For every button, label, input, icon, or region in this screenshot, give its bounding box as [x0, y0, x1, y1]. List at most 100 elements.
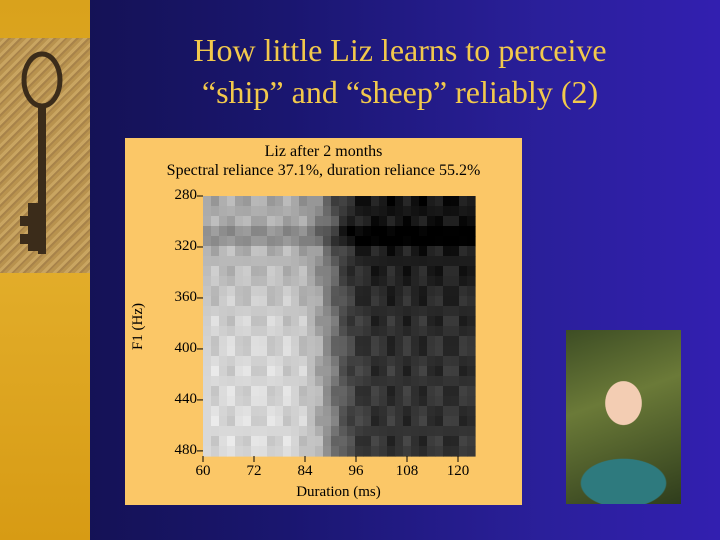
heatmap-cell — [227, 306, 236, 317]
heatmap-cell — [379, 426, 388, 437]
heatmap-cell — [363, 406, 372, 417]
heatmap-cell — [267, 226, 276, 237]
heatmap-cell — [467, 296, 476, 307]
heatmap-cell — [211, 426, 220, 437]
heatmap-cell — [235, 256, 244, 267]
heatmap-cell — [427, 306, 436, 317]
heatmap-cell — [275, 386, 284, 397]
heatmap-cell — [219, 286, 228, 297]
heatmap-cell — [443, 196, 452, 207]
heatmap-cell — [259, 276, 268, 287]
heatmap-cell — [467, 356, 476, 367]
heatmap-cell — [387, 446, 396, 457]
heatmap-cell — [379, 356, 388, 367]
heatmap-cell — [203, 266, 212, 277]
heatmap-cell — [315, 296, 324, 307]
heatmap-cell — [251, 346, 260, 357]
heatmap-cell — [411, 426, 420, 437]
heatmap-cell — [379, 266, 388, 277]
heatmap-cell — [331, 446, 340, 457]
heatmap-cell — [307, 416, 316, 427]
heatmap-cell — [267, 286, 276, 297]
heatmap-cell — [251, 216, 260, 227]
heatmap-cell — [211, 366, 220, 377]
heatmap-cell — [307, 216, 316, 227]
heatmap-cell — [387, 256, 396, 267]
heatmap-cell — [307, 236, 316, 247]
heatmap-cell — [211, 296, 220, 307]
heatmap-cell — [459, 416, 468, 427]
heatmap-cell — [427, 196, 436, 207]
heatmap-cell — [283, 256, 292, 267]
heatmap-cell — [419, 246, 428, 257]
heatmap-cell — [403, 286, 412, 297]
heatmap-cell — [283, 376, 292, 387]
heatmap-cell — [451, 406, 460, 417]
heatmap-cell — [203, 436, 212, 447]
heatmap-cell — [467, 236, 476, 247]
heatmap-cell — [315, 256, 324, 267]
heatmap-cell — [467, 266, 476, 277]
heatmap-cell — [451, 346, 460, 357]
heatmap-cell — [387, 296, 396, 307]
heatmap-cell — [251, 286, 260, 297]
heatmap-cell — [419, 386, 428, 397]
heatmap-cell — [323, 406, 332, 417]
heatmap-cell — [443, 276, 452, 287]
heatmap-cell — [211, 286, 220, 297]
heatmap-cell — [443, 436, 452, 447]
heatmap-cell — [403, 386, 412, 397]
heatmap-cell — [315, 236, 324, 247]
heatmap-cell — [451, 316, 460, 327]
heatmap-cell — [275, 216, 284, 227]
heatmap-cell — [427, 286, 436, 297]
heatmap-cell — [323, 426, 332, 437]
heatmap-cell — [315, 436, 324, 447]
heatmap-cell — [315, 326, 324, 337]
x-tick-label: 120 — [446, 463, 470, 479]
heatmap-cell — [211, 306, 220, 317]
heatmap-cell — [299, 326, 308, 337]
heatmap-cell — [267, 196, 276, 207]
heatmap-cell — [251, 386, 260, 397]
heatmap-cell — [403, 396, 412, 407]
heatmap-cell — [363, 216, 372, 227]
heatmap-cell — [451, 366, 460, 377]
heatmap-cell — [283, 286, 292, 297]
heatmap-cell — [275, 316, 284, 327]
heatmap-cell — [443, 216, 452, 227]
heatmap-cell — [435, 356, 444, 367]
heatmap-cell — [259, 346, 268, 357]
heatmap-cell — [331, 346, 340, 357]
heatmap-cell — [443, 306, 452, 317]
heatmap-cell — [347, 446, 356, 457]
heatmap-cell — [291, 416, 300, 427]
heatmap-cell — [299, 286, 308, 297]
heatmap-cell — [379, 326, 388, 337]
heatmap-cell — [435, 446, 444, 457]
heatmap-cell — [347, 356, 356, 367]
heatmap-cell — [219, 196, 228, 207]
heatmap-cell — [451, 356, 460, 367]
heatmap-cell — [451, 206, 460, 217]
heatmap-cell — [203, 206, 212, 217]
heatmap-cell — [363, 336, 372, 347]
heatmap-cell — [251, 226, 260, 237]
heatmap-cell — [203, 326, 212, 337]
heatmap-cell — [347, 336, 356, 347]
heatmap-cell — [435, 396, 444, 407]
heatmap-cell — [275, 306, 284, 317]
heatmap-cell — [395, 226, 404, 237]
heatmap-cell — [267, 246, 276, 257]
heatmap-cell — [243, 296, 252, 307]
heatmap-cell — [219, 356, 228, 367]
heatmap-cell — [379, 226, 388, 237]
heatmap-cell — [459, 426, 468, 437]
heatmap-cell — [379, 436, 388, 447]
heatmap-cell — [299, 436, 308, 447]
heatmap-cell — [379, 386, 388, 397]
x-tick-label: 60 — [195, 463, 211, 479]
heatmap-cell — [355, 276, 364, 287]
heatmap-cell — [419, 396, 428, 407]
heatmap-cell — [411, 296, 420, 307]
